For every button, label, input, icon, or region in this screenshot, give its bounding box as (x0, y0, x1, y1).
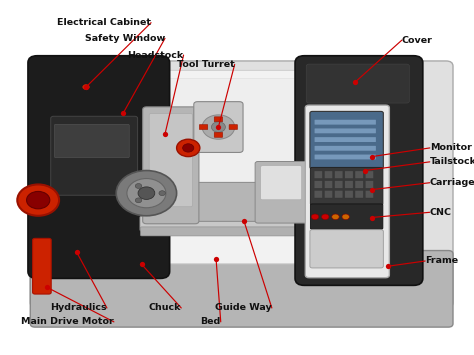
Circle shape (138, 187, 155, 200)
Text: Chuck: Chuck (149, 304, 181, 312)
FancyBboxPatch shape (315, 154, 376, 159)
Text: CNC: CNC (430, 208, 452, 217)
FancyBboxPatch shape (149, 114, 192, 207)
FancyBboxPatch shape (314, 190, 322, 198)
FancyBboxPatch shape (30, 61, 453, 308)
FancyBboxPatch shape (315, 120, 376, 125)
FancyBboxPatch shape (214, 117, 223, 122)
Text: Main Drive Motor: Main Drive Motor (21, 317, 114, 326)
FancyBboxPatch shape (147, 79, 313, 235)
Text: Tool Turret: Tool Turret (177, 60, 235, 69)
FancyBboxPatch shape (315, 137, 376, 142)
FancyBboxPatch shape (335, 171, 343, 179)
Text: Headstock: Headstock (128, 50, 183, 60)
FancyBboxPatch shape (314, 171, 322, 179)
FancyBboxPatch shape (335, 190, 343, 198)
FancyBboxPatch shape (194, 102, 243, 152)
Text: Guide Way: Guide Way (215, 304, 272, 312)
Text: Monitor: Monitor (430, 143, 472, 152)
Text: Tailstock: Tailstock (430, 157, 474, 166)
Text: Carriage: Carriage (430, 178, 474, 187)
Circle shape (342, 214, 349, 220)
FancyBboxPatch shape (295, 56, 423, 285)
FancyBboxPatch shape (306, 64, 410, 103)
FancyBboxPatch shape (355, 181, 364, 188)
FancyBboxPatch shape (255, 162, 307, 223)
FancyBboxPatch shape (310, 204, 383, 229)
FancyBboxPatch shape (315, 146, 376, 151)
Circle shape (27, 191, 50, 209)
FancyBboxPatch shape (229, 125, 237, 130)
FancyBboxPatch shape (324, 181, 333, 188)
Circle shape (211, 122, 226, 132)
FancyBboxPatch shape (345, 190, 353, 198)
FancyBboxPatch shape (261, 166, 301, 200)
Circle shape (135, 198, 142, 203)
Circle shape (202, 115, 235, 139)
FancyBboxPatch shape (33, 239, 51, 294)
Circle shape (321, 214, 329, 220)
FancyBboxPatch shape (200, 125, 208, 130)
FancyBboxPatch shape (345, 181, 353, 188)
FancyBboxPatch shape (355, 171, 364, 179)
Text: Bed: Bed (201, 317, 221, 326)
FancyBboxPatch shape (310, 230, 383, 268)
FancyBboxPatch shape (214, 132, 223, 137)
FancyBboxPatch shape (55, 124, 129, 158)
FancyBboxPatch shape (365, 171, 374, 179)
Text: Cover: Cover (402, 36, 433, 45)
FancyBboxPatch shape (140, 70, 319, 264)
FancyBboxPatch shape (365, 181, 374, 188)
FancyBboxPatch shape (335, 181, 343, 188)
FancyBboxPatch shape (143, 107, 199, 224)
Text: Frame: Frame (425, 257, 458, 266)
FancyBboxPatch shape (140, 216, 318, 231)
FancyBboxPatch shape (51, 116, 137, 195)
Text: Hydraulics: Hydraulics (50, 304, 107, 312)
FancyBboxPatch shape (324, 190, 333, 198)
Circle shape (332, 214, 339, 220)
FancyBboxPatch shape (355, 190, 364, 198)
Circle shape (177, 139, 200, 157)
Circle shape (127, 179, 166, 208)
Circle shape (311, 214, 319, 220)
Circle shape (83, 84, 89, 89)
FancyBboxPatch shape (305, 105, 389, 278)
FancyBboxPatch shape (310, 111, 383, 169)
FancyBboxPatch shape (181, 182, 270, 221)
Text: Electrical Cabinet: Electrical Cabinet (57, 18, 151, 27)
FancyBboxPatch shape (140, 227, 318, 236)
FancyBboxPatch shape (314, 181, 322, 188)
FancyBboxPatch shape (324, 171, 333, 179)
FancyBboxPatch shape (310, 168, 383, 205)
FancyBboxPatch shape (30, 251, 453, 327)
Circle shape (159, 191, 165, 196)
Circle shape (182, 144, 194, 152)
Text: Safety Window: Safety Window (85, 34, 165, 43)
FancyBboxPatch shape (345, 171, 353, 179)
Circle shape (116, 170, 177, 216)
FancyBboxPatch shape (365, 190, 374, 198)
Circle shape (17, 185, 59, 216)
Circle shape (135, 184, 142, 189)
FancyBboxPatch shape (315, 129, 376, 133)
FancyBboxPatch shape (28, 56, 170, 278)
